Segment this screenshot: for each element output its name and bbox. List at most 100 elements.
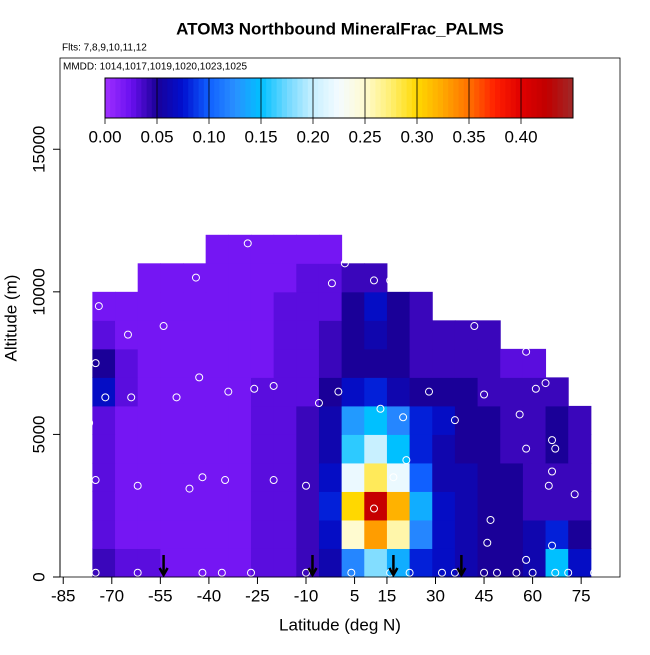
- heat-cell: [250, 462, 275, 492]
- sample-point: [522, 444, 531, 453]
- colorbar-step: [557, 78, 563, 118]
- heat-cell: [386, 519, 411, 549]
- colorbar-step: [406, 78, 413, 118]
- heat-cell: [115, 491, 139, 521]
- colorbar-step: [287, 78, 293, 118]
- overlay: [85, 239, 599, 578]
- sample-point: [269, 476, 278, 485]
- y-tick-label: 15000: [29, 126, 48, 173]
- heat-cell: [318, 491, 343, 521]
- x-tick-label: 15: [377, 586, 396, 605]
- heat-cell: [273, 405, 297, 435]
- heat-cell: [228, 320, 252, 350]
- heat-cell: [250, 377, 275, 407]
- colorbar-step: [370, 78, 376, 118]
- heat-cell: [386, 462, 411, 492]
- heat-cell: [568, 519, 592, 549]
- colorbar-step: [552, 78, 558, 118]
- colorbar-segment: [183, 78, 210, 118]
- heat-cell: [273, 234, 297, 264]
- colorbar-step: [354, 78, 361, 118]
- heat-cell: [228, 234, 252, 264]
- colorbar-step: [172, 78, 179, 118]
- heat-cell: [205, 434, 229, 464]
- heat-cell: [545, 405, 569, 435]
- heat-cell: [273, 320, 297, 350]
- colorbar-step: [131, 78, 137, 118]
- colorbar-step: [422, 78, 428, 118]
- arrow-head: [158, 567, 169, 578]
- heat-cell: [183, 548, 207, 578]
- colorbar-step: [250, 78, 257, 118]
- sample-point: [528, 568, 537, 577]
- colorbar-step: [177, 78, 184, 118]
- heat-cell: [205, 548, 229, 578]
- colorbar-step: [292, 78, 298, 118]
- colorbar-step: [323, 78, 329, 118]
- colorbar-step: [515, 78, 522, 118]
- heat-cell: [318, 434, 343, 464]
- heat-cell: [160, 348, 184, 378]
- colorbar-step: [396, 78, 402, 118]
- x-tick-label: 5: [350, 586, 359, 605]
- heat-cell: [432, 462, 456, 492]
- heat-cell: [228, 548, 252, 578]
- chart-title: ATOM3 Northbound MineralFrac_PALMS: [176, 19, 504, 38]
- heat-cell: [341, 548, 365, 578]
- dates-note: MMDD: 1014,1017,1019,1020,1023,1025: [63, 62, 247, 73]
- heat-cell: [568, 405, 592, 435]
- colorbar-step: [245, 78, 251, 118]
- colorbar-segment: [131, 78, 158, 118]
- heat-cell: [454, 434, 479, 464]
- heat-cell: [545, 491, 569, 521]
- colorbar-step: [401, 78, 407, 118]
- x-tick-label: -40: [197, 586, 222, 605]
- heat-cell: [183, 291, 207, 321]
- sample-point: [246, 568, 255, 577]
- colorbar-step: [183, 78, 189, 118]
- colorbar-step: [505, 78, 511, 118]
- heat-cell: [500, 462, 524, 492]
- heat-cell: [92, 320, 116, 350]
- sample-point: [334, 387, 343, 396]
- colorbar-step: [198, 78, 205, 118]
- heat-cell: [115, 320, 139, 350]
- colorbar-step: [469, 78, 475, 118]
- flight-arrow: [456, 555, 467, 578]
- colorbar-tick-label: 0.10: [192, 127, 225, 146]
- x-tick-label: -25: [245, 586, 270, 605]
- heat-cell: [228, 405, 252, 435]
- heat-cell: [115, 291, 139, 321]
- colorbar-step: [385, 78, 392, 118]
- colorbar-step: [432, 78, 439, 118]
- sample-point: [551, 568, 560, 577]
- heat-cell: [92, 377, 116, 407]
- heat-cell: [183, 405, 207, 435]
- sample-point: [486, 515, 495, 524]
- colorbar-step: [214, 78, 220, 118]
- sample-point: [386, 276, 395, 285]
- heat-cell: [160, 263, 184, 293]
- heat-cell: [250, 234, 275, 264]
- colorbar-step: [271, 78, 277, 118]
- colorbar-step: [307, 78, 314, 118]
- heat-cell: [545, 434, 569, 464]
- heat-cell: [522, 348, 547, 378]
- sample-point: [548, 467, 557, 476]
- heat-cell: [160, 434, 184, 464]
- heat-cell: [364, 519, 388, 549]
- colorbar-segment: [391, 78, 418, 118]
- heat-cell: [273, 348, 297, 378]
- heat-cell: [477, 348, 501, 378]
- sample-point: [217, 568, 226, 577]
- colorbar-step: [380, 78, 387, 118]
- sample-point: [85, 419, 94, 428]
- heat-cell: [477, 320, 501, 350]
- heat-cell: [160, 491, 184, 521]
- colorbar-step: [349, 78, 355, 118]
- heat-cell: [115, 462, 139, 492]
- colorbar-step: [489, 78, 496, 118]
- heat-cell: [477, 491, 501, 521]
- heat-cell: [454, 519, 479, 549]
